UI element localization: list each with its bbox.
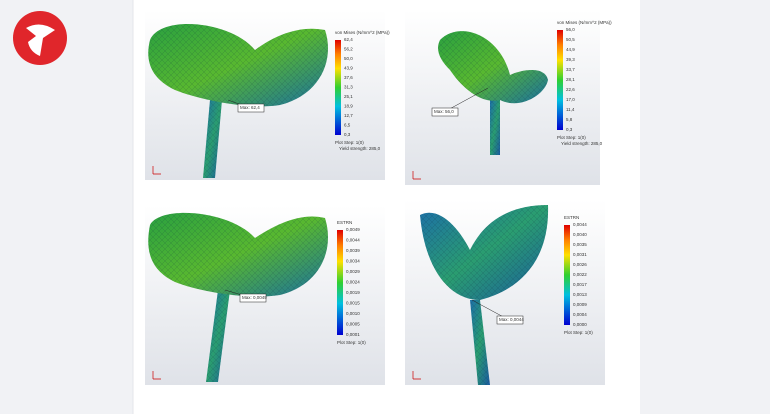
legend-label: 39,3 [566,57,575,62]
axis-triad [412,171,421,180]
logo-mark [26,24,55,56]
legend-label: 37,6 [344,75,353,80]
legend-label: 0,0019 [346,290,360,295]
legend-label: 0,0009 [573,302,587,307]
colorbar [557,30,563,130]
legend-title: ESTRN [564,215,579,220]
legend-label: 0,3 [566,127,573,132]
axis-triad [152,371,161,380]
legend-label: 6,5 [344,123,351,128]
plot-step: Plot Step: 1(0) [337,340,366,345]
max-label: Max: 56,0 [434,109,454,114]
legend-label: 0,0013 [573,292,587,297]
legend-title: ESTRN [337,220,352,225]
plot-step: Plot Step: 1(0) [557,135,586,140]
legend-label: 0,0044 [346,238,360,243]
part-mesh [148,212,328,297]
axis-triad [152,166,161,175]
legend-label: 22,6 [566,87,575,92]
plot-step: Plot Step: 1(0) [335,140,364,145]
legend-title: von Mises (N/mm^2 (MPa)) [557,20,612,25]
legend-label: 18,9 [344,104,353,109]
legend-label: 5,8 [566,117,573,122]
max-label: Max: 0,0049 [242,295,267,300]
stem-mesh [206,290,230,382]
max-box [239,293,267,303]
legend-label: 50,5 [566,37,575,42]
legend-label: 0,0049 [346,227,360,232]
legend-label: 17,0 [566,97,575,102]
legend-label: 0,0004 [573,312,587,317]
legend-label: 0,0031 [573,252,587,257]
legend-label: 56,0 [566,27,575,32]
legend-label: 0,0024 [346,280,360,285]
legend-label: 0,0017 [573,282,587,287]
colorbar [335,40,341,135]
legend-label: 0,0029 [346,269,360,274]
stem-mesh [490,100,500,155]
legend-label: 0,0005 [346,322,360,327]
max-label: Max: 62,4 [240,105,260,110]
legend-label: 0,0039 [346,248,360,253]
stem-mesh [470,300,490,385]
legend-label: 0,0034 [346,259,360,264]
legend-label: 0,0000 [573,322,587,327]
legend-label: 33,7 [566,67,575,72]
legend-label: 0,0035 [573,242,587,247]
colorbar [564,225,570,325]
part-mesh [420,205,549,300]
yield-strength: Yield strength: 285,0 [339,146,381,151]
max-box [431,107,459,117]
legend-label: 0,3 [344,132,351,137]
legend-label: 0,0044 [573,222,587,227]
yield-strength: Yield strength: 285,0 [561,141,603,146]
part-mesh [438,31,548,104]
part-mesh [148,23,328,107]
legend-label: 43,9 [344,66,353,71]
legend-label: 0,0040 [573,232,587,237]
stem-mesh [203,100,222,178]
legend-title: von Mises (N/mm^2 (MPa)) [335,30,390,35]
max-box [496,315,524,325]
legend-label: 50,0 [344,56,353,61]
legend-label: 62,4 [344,37,353,42]
legend-label: 25,1 [344,94,353,99]
legend-label: 31,3 [344,85,353,90]
legend-label: 12,7 [344,113,353,118]
legend-label: 0,0015 [346,301,360,306]
plot-step: Plot Step: 1(0) [564,330,593,335]
max-box [237,103,265,113]
legend-label: 0,0010 [346,311,360,316]
legend-label: 44,9 [566,47,575,52]
legend-label: 0,0026 [573,262,587,267]
legend-label: 11,4 [566,107,575,112]
colorbar [337,230,343,335]
legend-label: 0,0001 [346,332,360,337]
legend-label: 56,2 [344,47,353,52]
max-label: Max: 0,0044 [499,317,524,322]
axis-triad [412,371,421,380]
legend-label: 28,1 [566,77,575,82]
legend-label: 0,0022 [573,272,587,277]
